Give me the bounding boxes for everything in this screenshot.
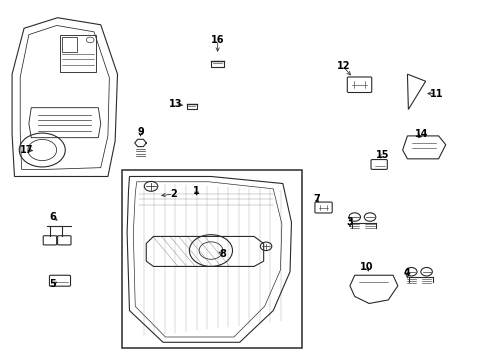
Text: 4: 4 xyxy=(403,269,410,279)
Text: 15: 15 xyxy=(375,150,388,160)
Text: 3: 3 xyxy=(346,217,353,227)
Bar xyxy=(186,104,197,109)
Text: 1: 1 xyxy=(193,186,200,195)
Bar xyxy=(210,61,224,67)
Text: 13: 13 xyxy=(168,99,182,109)
Text: 6: 6 xyxy=(49,212,56,222)
Text: 12: 12 xyxy=(336,62,349,71)
Bar xyxy=(62,37,77,51)
Text: 16: 16 xyxy=(210,35,224,45)
Bar xyxy=(60,35,96,72)
Text: 10: 10 xyxy=(359,262,373,273)
Text: 7: 7 xyxy=(312,194,319,204)
Text: 14: 14 xyxy=(414,129,427,139)
Bar xyxy=(122,170,302,347)
Text: 11: 11 xyxy=(428,89,442,99)
Text: 5: 5 xyxy=(49,279,56,289)
Text: 9: 9 xyxy=(137,127,143,138)
Text: 8: 8 xyxy=(219,249,226,259)
Text: 2: 2 xyxy=(170,189,177,199)
Text: 17: 17 xyxy=(20,145,33,155)
